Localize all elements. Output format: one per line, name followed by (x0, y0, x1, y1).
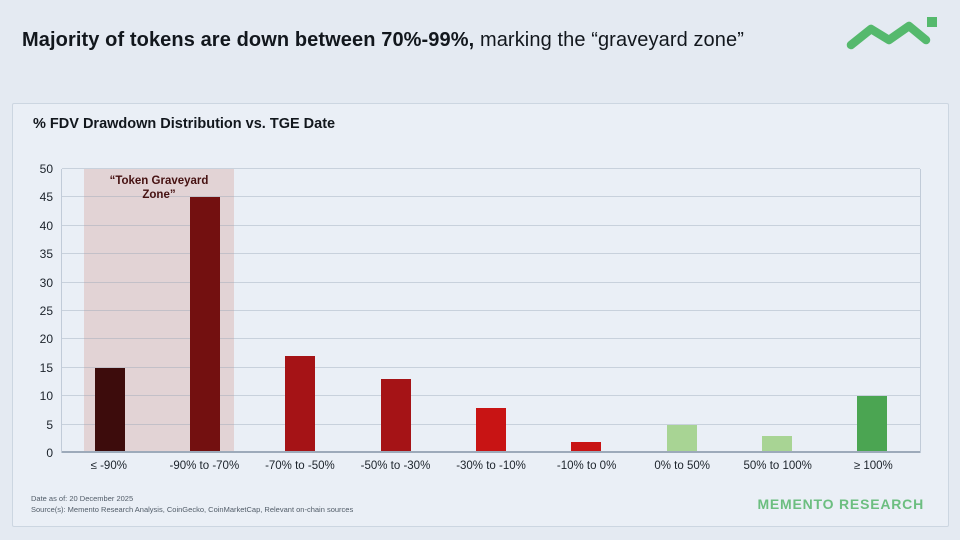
graveyard-zone-label: “Token Graveyard Zone” (109, 175, 209, 202)
y-tick-label: 45 (39, 190, 53, 205)
gridline (62, 395, 920, 397)
gridline (62, 281, 920, 283)
bar (380, 379, 411, 453)
bar-cell (825, 169, 920, 453)
bar (857, 396, 888, 453)
gridline (62, 366, 920, 368)
zigzag-logo-icon (846, 17, 937, 50)
bar (761, 435, 792, 453)
y-tick-label: 30 (39, 275, 53, 290)
gridline (62, 253, 920, 255)
chart-title: % FDV Drawdown Distribution vs. TGE Date (33, 116, 336, 132)
chart-panel: % FDV Drawdown Distribution vs. TGE Date… (12, 103, 949, 527)
y-tick-label: 10 (39, 389, 53, 404)
x-tick-label: -10% to 0% (556, 460, 617, 472)
bar (285, 356, 316, 453)
footnotes: Date as of: 20 December 2025 Source(s): … (31, 493, 353, 516)
brand-wordmark: MEMENTO RESEARCH (757, 496, 924, 512)
slide-title-bold: Majority of tokens are down between 70%-… (22, 29, 475, 51)
x-tick-label: ≤ -90% (90, 460, 127, 472)
bar-cell (62, 169, 157, 453)
bar-series (62, 169, 920, 453)
y-axis: 0 5 10 15 20 25 30 35 40 45 50 (21, 162, 53, 460)
footnote-source: Source(s): Memento Research Analysis, Co… (31, 505, 354, 515)
bar (475, 407, 506, 453)
bar-cell (443, 169, 538, 453)
bar (94, 367, 125, 453)
bar (189, 197, 220, 453)
x-tick-label: -30% to -10% (456, 460, 526, 472)
y-tick-label: 15 (39, 360, 53, 375)
gridline (62, 310, 920, 311)
bar (666, 424, 697, 453)
y-tick-label: 5 (46, 417, 53, 432)
gridline (62, 338, 920, 340)
bar-cell (157, 169, 252, 453)
footnote-date: Date as of: 20 December 2025 (31, 493, 134, 503)
y-tick-label: 20 (39, 332, 53, 347)
bar-cell (729, 169, 824, 453)
x-axis: ≤ -90% -90% to -70% -70% to -50% -50% to -3… (61, 460, 921, 472)
x-tick-label: -90% to -70% (169, 460, 240, 472)
bar-cell (634, 169, 729, 453)
plot-area: “Token Graveyard Zone” (61, 168, 921, 453)
x-tick-label: 0% to 50% (654, 460, 710, 472)
y-tick-label: 25 (39, 304, 53, 318)
gridline (62, 196, 920, 198)
x-tick-label: -70% to -50% (265, 460, 335, 472)
slide-title: Majority of tokens are down between 70%-… (22, 26, 752, 56)
bar-cell (253, 169, 348, 453)
y-tick-label: 50 (39, 162, 53, 176)
y-tick-label: 35 (39, 247, 53, 262)
gridline (62, 224, 920, 226)
x-tick-label: ≥ 100% (853, 460, 893, 472)
bar-cell (348, 169, 443, 453)
bar-cell (539, 169, 634, 453)
x-axis-line (62, 451, 920, 453)
x-tick-label: -50% to -30% (360, 460, 431, 472)
gridline (62, 168, 920, 169)
y-tick-label: 0 (46, 446, 53, 460)
x-tick-label: 50% to 100% (743, 460, 812, 472)
y-tick-label: 40 (39, 218, 53, 233)
bar (571, 441, 602, 453)
slide-title-regular: marking the “graveyard zone” (474, 29, 744, 51)
